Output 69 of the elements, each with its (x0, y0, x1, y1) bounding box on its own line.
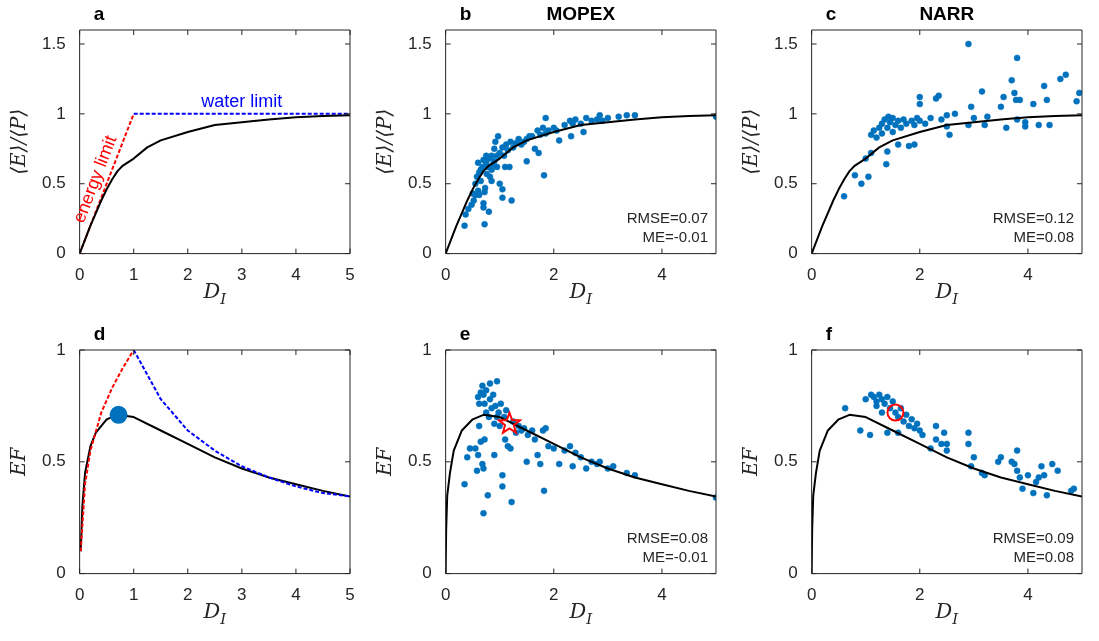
annotation: RMSE=0.07 (626, 209, 708, 227)
x-tick-label: 0 (74, 265, 85, 285)
y-axis-title: EF (372, 446, 397, 478)
y-tick-label: 1.5 (407, 33, 432, 53)
x-tick-label: 0 (440, 265, 451, 285)
x-tick-label: 4 (657, 585, 667, 605)
x-tick-label: 4 (1023, 585, 1033, 605)
annotation: energy limit (68, 132, 121, 226)
x-tick-label: 0 (440, 585, 451, 605)
y-tick-label: 0 (56, 243, 66, 263)
text: d (93, 322, 106, 344)
y-axis-title: EF (6, 446, 31, 478)
x-tick-label: 5 (345, 585, 355, 605)
x-tick-label: 4 (1023, 265, 1033, 285)
x-tick-label: 2 (915, 585, 925, 605)
x-tick-label: 4 (657, 265, 667, 285)
y-tick-label: 0.5 (773, 451, 798, 471)
x-tick-label: 3 (237, 265, 247, 285)
y-tick-label: 1 (56, 103, 66, 123)
y-tick-label: 1 (788, 103, 798, 123)
y-tick-label: 0.5 (41, 451, 66, 471)
x-tick-label: 5 (345, 265, 355, 285)
x-tick-label: 2 (549, 585, 559, 605)
x-tick-label: 4 (291, 585, 301, 605)
text: a (93, 2, 105, 24)
chart-title: NARR (919, 2, 975, 24)
annotation: RMSE=0.09 (992, 529, 1074, 547)
annotation: RMSE=0.12 (992, 209, 1074, 227)
x-tick-label: 1 (128, 265, 139, 285)
x-tick-label: 0 (806, 265, 817, 285)
y-tick-label: 1 (56, 339, 66, 359)
y-tick-label: 0 (422, 563, 432, 583)
x-tick-label: 1 (128, 585, 139, 605)
text: e (459, 322, 471, 344)
y-axis-title: ⟨E⟩/⟨P⟩ (6, 108, 31, 175)
annotation: ME=-0.01 (642, 548, 708, 566)
y-tick-label: 1 (422, 103, 432, 123)
text: c (825, 2, 837, 24)
y-tick-label: 1.5 (41, 33, 66, 53)
y-tick-label: 0.5 (407, 173, 432, 193)
y-axis-title: ⟨E⟩/⟨P⟩ (372, 108, 397, 175)
x-tick-label: 2 (183, 585, 193, 605)
x-tick-label: 0 (806, 585, 817, 605)
x-tick-label: 2 (549, 265, 559, 285)
annotation: ME=-0.01 (642, 228, 708, 246)
x-tick-label: 2 (915, 265, 925, 285)
chart-title: MOPEX (546, 2, 616, 24)
y-tick-label: 0 (56, 563, 66, 583)
y-tick-label: 0.5 (773, 173, 798, 193)
y-axis-title: EF (738, 446, 763, 478)
annotation: ME=0.08 (1013, 228, 1074, 246)
annotation: RMSE=0.08 (626, 529, 708, 547)
text: f (825, 322, 833, 344)
text: b (459, 2, 472, 24)
x-tick-label: 4 (291, 265, 301, 285)
y-tick-label: 0 (788, 243, 798, 263)
y-tick-label: 0 (788, 563, 798, 583)
y-axis-title: ⟨E⟩/⟨P⟩ (738, 108, 763, 175)
x-tick-label: 0 (74, 585, 85, 605)
y-tick-label: 1 (788, 339, 798, 359)
y-tick-label: 0.5 (407, 451, 432, 471)
x-tick-label: 2 (183, 265, 193, 285)
y-tick-label: 1.5 (773, 33, 798, 53)
annotation: water limit (200, 90, 283, 111)
y-tick-label: 1 (422, 339, 432, 359)
y-tick-label: 0.5 (41, 173, 66, 193)
y-tick-label: 0 (422, 243, 432, 263)
annotation: ME=0.08 (1013, 548, 1074, 566)
x-tick-label: 3 (237, 585, 247, 605)
